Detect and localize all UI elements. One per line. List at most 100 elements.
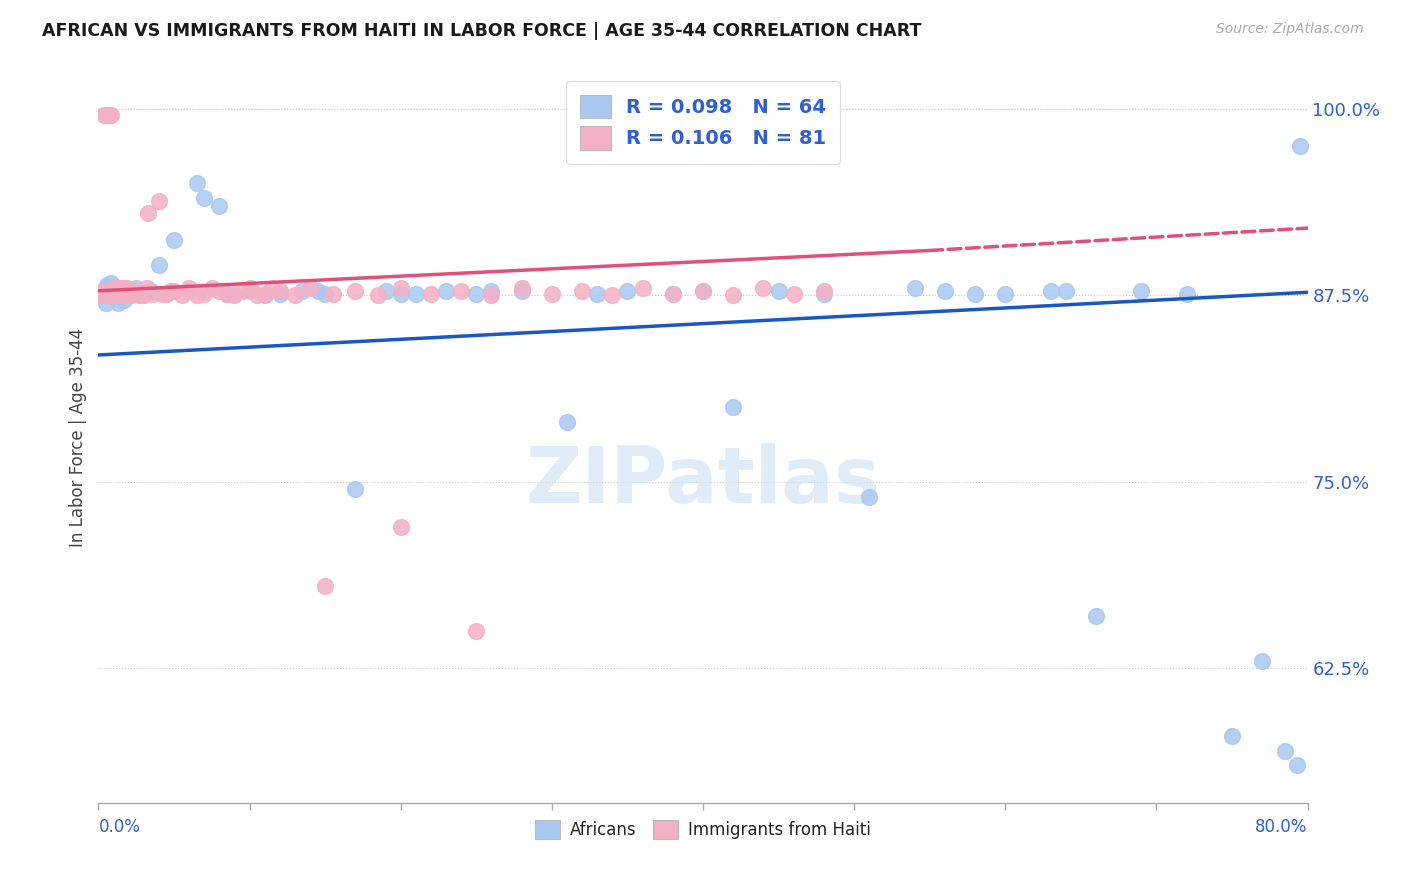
- Point: [616, 284, 638, 298]
- Point: [101, 284, 124, 298]
- Point: [246, 288, 269, 302]
- Point: [307, 284, 329, 298]
- Point: [1175, 286, 1198, 301]
- Point: [110, 284, 132, 298]
- Point: [208, 199, 231, 213]
- Point: [118, 286, 141, 301]
- Point: [201, 281, 224, 295]
- Point: [481, 284, 503, 298]
- Point: [103, 281, 125, 295]
- Point: [135, 281, 157, 295]
- Point: [125, 281, 148, 295]
- Legend: Africans, Immigrants from Haiti: Africans, Immigrants from Haiti: [529, 814, 877, 846]
- Point: [129, 284, 152, 298]
- Point: [108, 284, 131, 298]
- Point: [586, 286, 609, 301]
- Point: [224, 288, 246, 302]
- Point: [93, 108, 115, 122]
- Point: [752, 281, 775, 295]
- Point: [253, 286, 276, 301]
- Point: [103, 288, 125, 302]
- Point: [122, 284, 145, 298]
- Point: [114, 284, 136, 298]
- Point: [121, 288, 143, 302]
- Point: [389, 519, 412, 533]
- Point: [155, 286, 177, 301]
- Point: [405, 286, 427, 301]
- Point: [1039, 284, 1062, 298]
- Point: [1285, 758, 1308, 772]
- Point: [141, 284, 163, 298]
- Point: [692, 284, 714, 298]
- Point: [540, 286, 562, 301]
- Point: [1220, 729, 1243, 743]
- Point: [136, 206, 159, 220]
- Point: [96, 277, 118, 292]
- Point: [163, 284, 186, 298]
- Point: [105, 281, 128, 295]
- Point: [111, 288, 134, 302]
- Point: [768, 284, 790, 298]
- Point: [555, 415, 578, 429]
- Point: [179, 281, 201, 295]
- Point: [108, 281, 131, 295]
- Point: [101, 286, 124, 301]
- Point: [100, 277, 122, 291]
- Point: [100, 108, 122, 122]
- Point: [571, 284, 593, 298]
- Point: [813, 284, 835, 298]
- Point: [98, 288, 121, 302]
- Point: [108, 288, 131, 302]
- Text: 0.0%: 0.0%: [98, 818, 141, 836]
- Point: [101, 284, 124, 298]
- Point: [114, 288, 136, 302]
- Point: [1251, 654, 1274, 668]
- Point: [193, 286, 215, 301]
- Point: [231, 284, 253, 298]
- Point: [104, 286, 127, 301]
- Point: [91, 288, 114, 302]
- Point: [692, 284, 714, 298]
- Point: [104, 281, 127, 295]
- Point: [723, 288, 745, 302]
- Point: [94, 108, 117, 122]
- Point: [128, 288, 150, 302]
- Point: [148, 194, 170, 209]
- Point: [344, 284, 367, 298]
- Point: [155, 286, 177, 301]
- Point: [813, 286, 835, 301]
- Point: [322, 286, 344, 301]
- Text: 80.0%: 80.0%: [1256, 818, 1308, 836]
- Point: [110, 281, 132, 295]
- Point: [284, 288, 307, 302]
- Point: [367, 288, 389, 302]
- Point: [112, 293, 135, 307]
- Point: [107, 284, 129, 298]
- Point: [631, 281, 654, 295]
- Point: [420, 286, 443, 301]
- Point: [115, 281, 138, 295]
- Point: [1130, 284, 1153, 298]
- Point: [510, 284, 533, 298]
- Point: [994, 286, 1017, 301]
- Text: AFRICAN VS IMMIGRANTS FROM HAITI IN LABOR FORCE | AGE 35-44 CORRELATION CHART: AFRICAN VS IMMIGRANTS FROM HAITI IN LABO…: [42, 22, 921, 40]
- Point: [510, 281, 533, 295]
- Point: [98, 108, 121, 122]
- Point: [111, 288, 134, 302]
- Point: [100, 288, 122, 302]
- Point: [142, 286, 165, 301]
- Point: [262, 281, 284, 295]
- Point: [904, 281, 927, 295]
- Point: [132, 288, 155, 302]
- Point: [1289, 139, 1312, 153]
- Point: [269, 284, 291, 298]
- Point: [132, 286, 155, 301]
- Point: [783, 286, 806, 301]
- Point: [170, 288, 193, 302]
- Point: [389, 286, 412, 301]
- Point: [91, 284, 114, 298]
- Point: [107, 286, 129, 301]
- Point: [239, 284, 262, 298]
- Point: [965, 286, 987, 301]
- Point: [224, 286, 246, 301]
